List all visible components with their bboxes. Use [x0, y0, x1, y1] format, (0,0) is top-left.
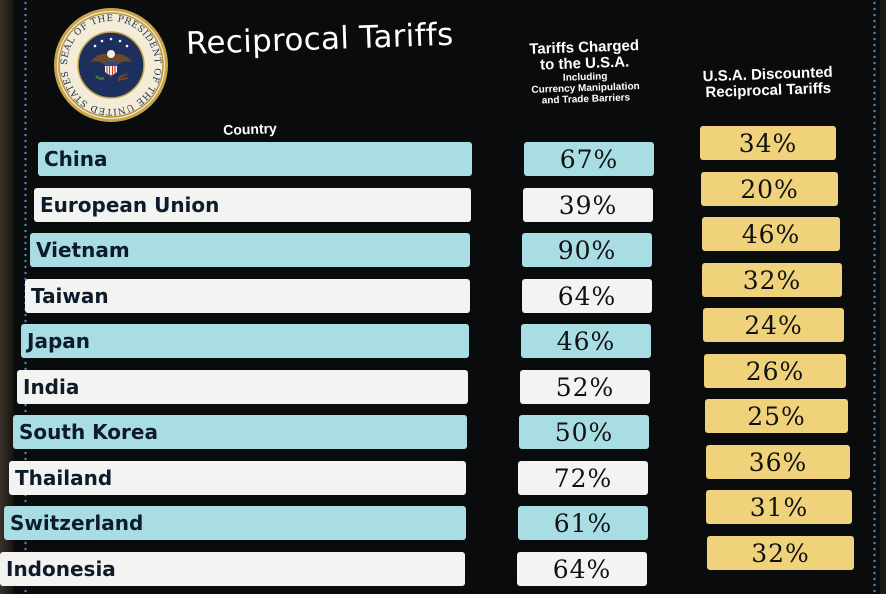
- table-row: Vietnam 90% 46%: [0, 217, 886, 273]
- table-row: Taiwan 64% 32%: [0, 263, 886, 319]
- table-row: China 67% 34%: [0, 126, 886, 182]
- board-left-edge: [0, 0, 14, 594]
- discounted-cell: 34%: [700, 126, 836, 160]
- charged-cell: 64%: [522, 279, 652, 313]
- charged-cell: 64%: [517, 552, 647, 586]
- discounted-cell: 32%: [702, 263, 842, 297]
- charged-cell: 50%: [519, 415, 649, 449]
- charged-cell: 61%: [518, 506, 648, 540]
- board-right-edge: [880, 0, 886, 594]
- table-row: Thailand 72% 36%: [0, 445, 886, 501]
- charged-cell: 39%: [523, 188, 653, 222]
- country-cell: Japan: [21, 324, 469, 358]
- charged-cell: 72%: [518, 461, 648, 495]
- country-cell: China: [38, 142, 472, 176]
- presidential-seal-icon: SEAL OF THE PRESIDENT OF THE UNITED STAT…: [52, 6, 170, 124]
- country-cell: India: [17, 370, 468, 404]
- discounted-cell: 26%: [704, 354, 846, 388]
- discounted-cell: 46%: [702, 217, 840, 251]
- discounted-cell: 20%: [701, 172, 838, 206]
- table-row: India 52% 26%: [0, 354, 886, 410]
- table-row: Japan 46% 24%: [0, 308, 886, 364]
- country-cell: Thailand: [9, 461, 466, 495]
- country-cell: Taiwan: [25, 279, 470, 313]
- country-cell: Indonesia: [0, 552, 465, 586]
- charged-cell: 52%: [520, 370, 650, 404]
- country-cell: Vietnam: [30, 233, 470, 267]
- discounted-cell: 24%: [703, 308, 844, 342]
- discounted-cell: 25%: [705, 399, 848, 433]
- discounted-cell: 32%: [707, 536, 854, 570]
- table-row: South Korea 50% 25%: [0, 399, 886, 455]
- discounted-cell: 36%: [706, 445, 850, 479]
- right-dotted-border: [873, 0, 876, 594]
- charged-cell: 46%: [521, 324, 651, 358]
- country-cell: Switzerland: [4, 506, 466, 540]
- country-cell: European Union: [34, 188, 471, 222]
- table-row: European Union 39% 20%: [0, 172, 886, 228]
- country-cell: South Korea: [13, 415, 467, 449]
- table-row: Switzerland 61% 31%: [0, 490, 886, 546]
- charged-cell: 67%: [524, 142, 654, 176]
- charged-cell: 90%: [522, 233, 652, 267]
- table-row: Indonesia 64% 32%: [0, 536, 886, 592]
- discounted-cell: 31%: [706, 490, 852, 524]
